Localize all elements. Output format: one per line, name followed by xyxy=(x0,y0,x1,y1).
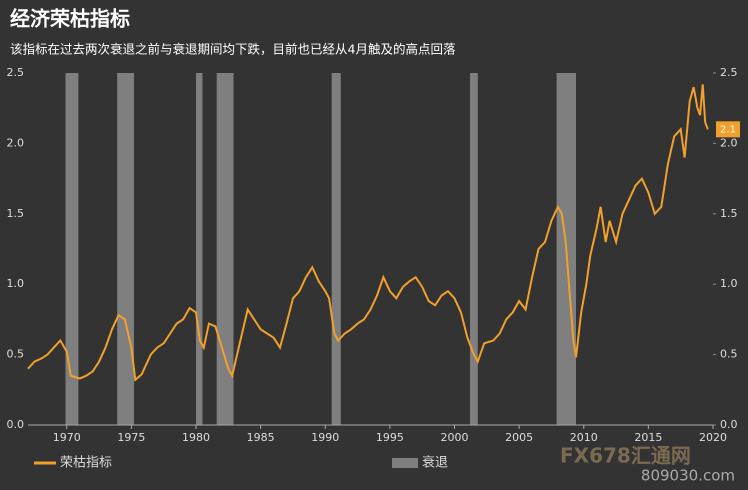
recession-band xyxy=(117,73,134,425)
recession-band xyxy=(65,73,79,425)
end-label: 2.1 xyxy=(720,124,736,135)
x-tick-label: 2005 xyxy=(505,431,533,444)
x-tick-label: 1970 xyxy=(53,431,81,444)
y2-tick-label: 1.5 xyxy=(720,207,738,220)
data-line xyxy=(27,84,709,382)
recession-band xyxy=(331,73,341,425)
y2-tick-label: 2.5 xyxy=(720,66,738,79)
chart-title: 经济荣枯指标 xyxy=(10,7,130,31)
y-tick-label: 1.5 xyxy=(7,207,25,220)
x-tick-label: 2015 xyxy=(634,431,662,444)
x-tick-label: 1990 xyxy=(311,431,339,444)
y-tick-label: 0.5 xyxy=(7,348,25,361)
x-tick-label: 2020 xyxy=(699,431,727,444)
y2-tick-label: 0.5 xyxy=(720,348,738,361)
end-label-box xyxy=(716,121,740,138)
x-tick-label: 2000 xyxy=(441,431,469,444)
recession-band xyxy=(470,73,478,425)
legend-label: 衰退 xyxy=(422,455,448,471)
y2-tick-label: 2.0 xyxy=(720,136,738,149)
y-tick-label: 0.0 xyxy=(7,418,25,431)
y-tick-label: 2.5 xyxy=(7,66,25,79)
x-tick-label: 1985 xyxy=(247,431,275,444)
legend-label: 荣枯指标 xyxy=(60,456,112,471)
legend-swatch xyxy=(392,458,418,468)
x-tick-label: 1980 xyxy=(182,431,210,444)
recession-band xyxy=(216,73,234,425)
chart-subtitle: 该指标在过去两次衰退之前与衰退期间均下跌，目前也已经从4月触及的高点回落 xyxy=(10,42,456,57)
y2-tick-label: 0.0 xyxy=(720,418,738,431)
recession-band xyxy=(196,73,203,425)
y-tick-label: 1.0 xyxy=(7,277,25,290)
watermark: 809030.com xyxy=(641,467,735,485)
y2-tick-label: 1.0 xyxy=(720,277,738,290)
x-tick-label: 1995 xyxy=(376,431,404,444)
x-tick-label: 2010 xyxy=(570,431,598,444)
x-tick-label: 1975 xyxy=(117,431,145,444)
watermark: FX678汇通网 xyxy=(560,444,691,468)
y-tick-label: 2.0 xyxy=(7,136,25,149)
